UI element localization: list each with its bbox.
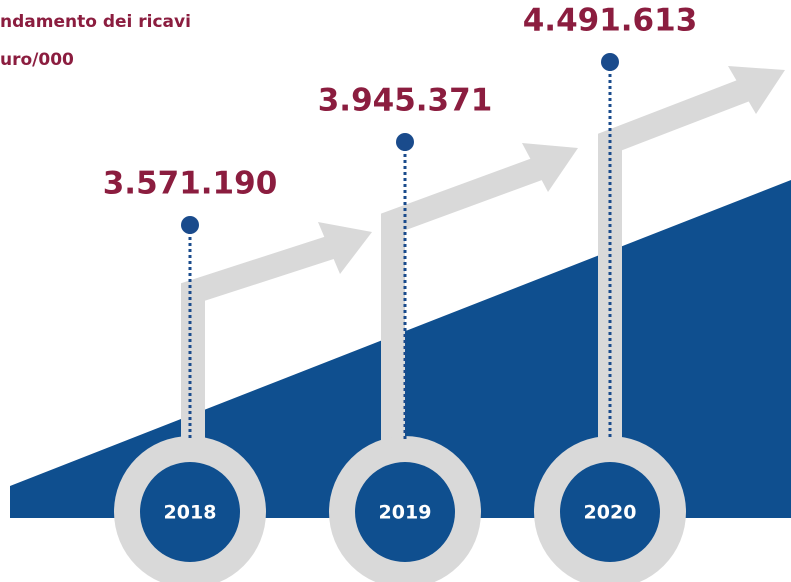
year-badge — [560, 462, 660, 562]
title-line: uro/000 — [0, 50, 74, 70]
year-badge — [355, 462, 455, 562]
year-label: 2018 — [164, 502, 217, 524]
milestones: 2018 3.571.190 2019 3.945.371 2020 4.491.613 — [103, 3, 698, 582]
value-dot — [396, 133, 414, 151]
year-label: 2020 — [584, 502, 637, 524]
value-dot — [601, 53, 619, 71]
value-label: 3.945.371 — [318, 83, 493, 119]
arrow-head — [318, 222, 372, 274]
arrow-1 — [181, 234, 339, 445]
value-label: 4.491.613 — [523, 3, 698, 39]
arrow-head — [728, 66, 785, 114]
year-badge — [140, 462, 240, 562]
arrow-2 — [381, 156, 545, 445]
arrow-head — [522, 143, 578, 192]
title-line: ndamento dei ricavi — [0, 12, 191, 32]
year-label: 2019 — [379, 502, 432, 524]
arrow-heads — [318, 66, 785, 274]
value-dot — [181, 216, 199, 234]
value-label: 3.571.190 — [103, 166, 278, 202]
